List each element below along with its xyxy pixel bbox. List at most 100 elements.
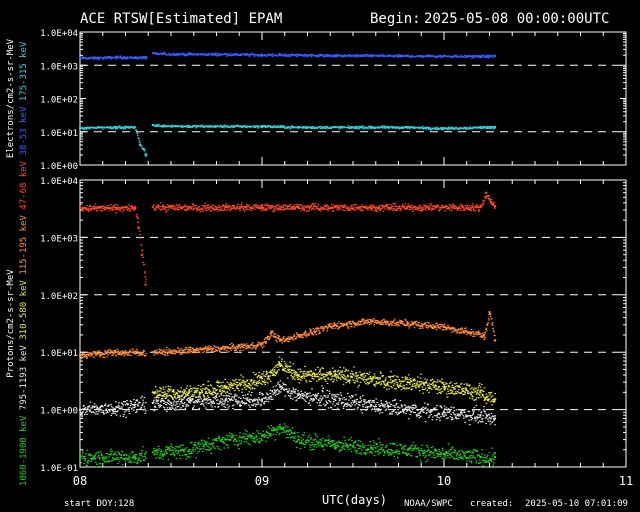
- scatter-dot: [358, 126, 361, 129]
- scatter-dot: [343, 206, 345, 208]
- scatter-dot: [462, 56, 465, 58]
- scatter-dot: [215, 348, 217, 351]
- scatter-dot: [397, 126, 399, 128]
- scatter-dot: [347, 375, 350, 377]
- scatter-dot: [247, 345, 250, 348]
- scatter-dot: [86, 57, 89, 59]
- scatter-dot: [472, 331, 475, 333]
- scatter-dot: [232, 379, 234, 381]
- y-tick-label: 1.0E+00: [40, 162, 78, 172]
- scatter-dot: [303, 333, 306, 335]
- scatter-dot: [398, 319, 401, 321]
- scatter-dot: [142, 56, 145, 59]
- scatter-dot: [384, 206, 387, 208]
- scatter-dot: [387, 125, 389, 127]
- scatter-dot: [139, 56, 142, 58]
- scatter-dot: [265, 341, 268, 343]
- scatter-dot: [407, 205, 409, 207]
- scatter-dot: [364, 126, 367, 128]
- scatter-dot: [145, 57, 148, 59]
- scatter-dot: [212, 389, 215, 391]
- scatter-dot: [435, 55, 438, 57]
- scatter-dot: [102, 127, 105, 129]
- scatter-dot: [299, 336, 302, 338]
- scatter-dot: [196, 55, 199, 57]
- scatter-dot: [400, 126, 402, 128]
- scatter-dot: [301, 377, 304, 379]
- scatter-dot: [212, 347, 215, 349]
- scatter-dot: [249, 125, 251, 127]
- scatter-dot: [343, 323, 345, 325]
- scatter-dot: [205, 390, 208, 393]
- scatter-dot: [402, 206, 405, 208]
- scatter-dot: [492, 203, 495, 205]
- scatter-dot: [141, 56, 144, 58]
- scatter-dot: [343, 378, 346, 380]
- scatter-dot: [216, 52, 219, 55]
- scatter-dot: [348, 323, 351, 325]
- scatter-dot: [397, 55, 400, 58]
- scatter-dot: [404, 208, 407, 210]
- scatter-dot: [279, 365, 282, 367]
- scatter-dot: [109, 208, 112, 210]
- scatter-dot: [227, 125, 229, 127]
- scatter-dot: [358, 208, 360, 210]
- scatter-dot: [327, 54, 329, 56]
- scatter-dot: [410, 126, 413, 128]
- scatter-dot: [359, 381, 362, 383]
- scatter-dot: [303, 377, 306, 379]
- scatter-dot: [272, 370, 275, 372]
- scatter-dot: [277, 53, 280, 55]
- scatter-dot: [186, 207, 189, 210]
- scatter-dot: [244, 53, 247, 55]
- scatter-dot: [377, 55, 380, 57]
- scatter-dot: [461, 205, 464, 207]
- scatter-dot: [328, 54, 331, 56]
- scatter-dot: [220, 348, 223, 351]
- scatter-dot: [139, 354, 142, 356]
- scatter-dot: [287, 336, 290, 338]
- scatter-dot: [181, 207, 184, 210]
- scatter-dot: [221, 205, 224, 208]
- scatter-dot: [455, 206, 458, 208]
- scatter-dot: [336, 208, 339, 210]
- scatter-dot: [362, 207, 365, 209]
- scatter-dot: [186, 124, 189, 127]
- scatter-dot: [182, 350, 184, 352]
- scatter-dot: [471, 57, 473, 59]
- scatter-dot: [221, 392, 223, 394]
- scatter-dot: [248, 382, 251, 385]
- scatter-dot: [125, 126, 128, 128]
- scatter-dot: [439, 128, 442, 130]
- scatter-dot: [101, 356, 104, 358]
- scatter-dot: [178, 390, 180, 392]
- scatter-dot: [123, 58, 126, 60]
- scatter-dot: [124, 56, 126, 59]
- scatter-dot: [482, 202, 485, 204]
- scatter-dot: [485, 330, 488, 332]
- scatter-dot: [234, 346, 237, 348]
- scatter-dot: [92, 57, 94, 59]
- scatter-dot: [274, 206, 277, 208]
- scatter-dot: [266, 382, 269, 384]
- scatter-dot: [492, 128, 494, 130]
- scatter-dot: [272, 209, 274, 211]
- scatter-dot: [172, 389, 175, 391]
- scatter-dot: [341, 323, 344, 325]
- scatter-dot: [489, 125, 491, 128]
- scatter-dot: [362, 125, 364, 127]
- scatter-dot: [309, 207, 312, 209]
- scatter-dot: [213, 351, 215, 353]
- scatter-dot: [122, 128, 125, 130]
- scatter-dot: [387, 55, 389, 58]
- scatter-dot: [264, 375, 267, 378]
- scatter-dot: [256, 385, 259, 387]
- scatter-dot: [231, 55, 233, 57]
- scatter-dot: [391, 55, 393, 57]
- scatter-dot: [322, 126, 325, 128]
- scatter-dot: [142, 147, 145, 149]
- scatter-dot: [494, 334, 496, 337]
- scatter-dot: [298, 335, 300, 337]
- scatter-dot: [359, 126, 362, 128]
- scatter-dot: [187, 126, 190, 128]
